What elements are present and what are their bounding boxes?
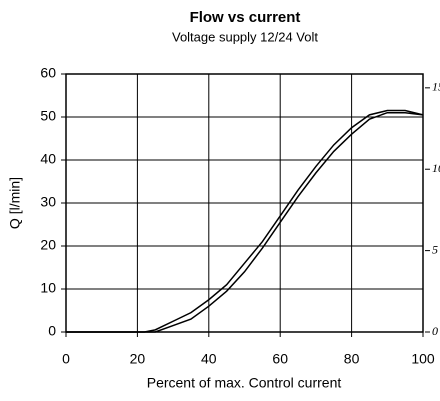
y-tick-label: 0 (48, 323, 56, 339)
y-axis-label: Q [l/min] (7, 177, 23, 229)
y-tick-label: 20 (40, 237, 56, 253)
x-tick-label: 100 (411, 351, 435, 367)
y-tick-label: 60 (40, 65, 56, 81)
x-tick-label: 20 (130, 351, 146, 367)
y-tick-label: 50 (40, 108, 56, 124)
y-tick-label: 30 (40, 194, 56, 210)
y2-tick-label: 5 (432, 242, 438, 256)
line (66, 109, 424, 333)
y2-tick-label: 15 (432, 80, 440, 94)
line (66, 111, 424, 333)
y2-tick-label: 0 (432, 324, 438, 338)
y-tick-label: 40 (40, 151, 56, 167)
x-tick-label: 40 (201, 351, 217, 367)
y-tick-label: 10 (40, 280, 56, 296)
chart-subtitle: Voltage supply 12/24 Volt (172, 29, 318, 44)
x-tick-label: 80 (344, 351, 360, 367)
x-tick-label: 60 (272, 351, 288, 367)
chart-title: Flow vs current (190, 9, 301, 26)
plot-frame (65, 73, 424, 333)
y2-tick-label: 10 (432, 161, 440, 175)
x-axis-label: Percent of max. Control current (147, 375, 342, 391)
x-tick-label: 0 (62, 351, 70, 367)
